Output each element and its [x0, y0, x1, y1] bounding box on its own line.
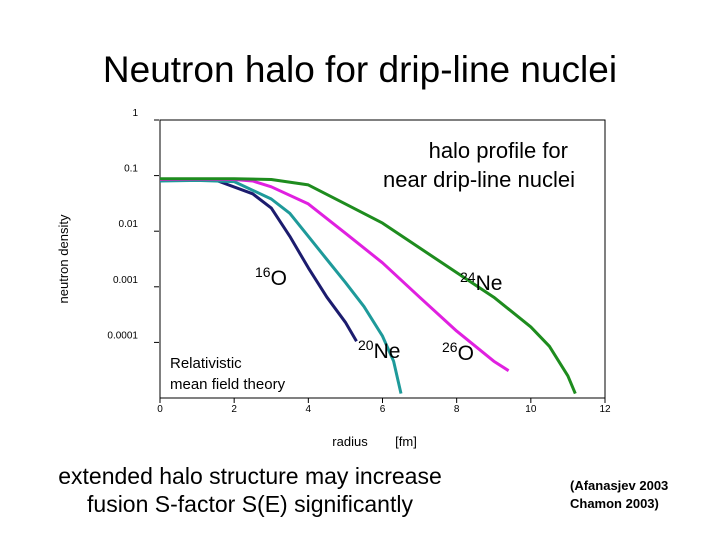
- x-tick-label: 0: [157, 404, 163, 415]
- x-tick-label: 8: [454, 404, 460, 415]
- density-curve: [160, 177, 577, 395]
- x-tick-label: 2: [231, 404, 237, 415]
- isotope-symbol: O: [271, 267, 287, 290]
- density-curve: [159, 178, 403, 394]
- isotope-label: 26O: [442, 339, 474, 365]
- x-tick-label: 10: [525, 404, 537, 415]
- citation: Chamon 2003): [570, 496, 659, 511]
- isotope-mass: 20: [358, 337, 374, 353]
- y-tick-label: 0.0001: [107, 330, 138, 341]
- isotope-label: 20Ne: [358, 337, 400, 363]
- y-tick-label: 0.1: [124, 164, 138, 175]
- annotation: mean field theory: [170, 376, 286, 393]
- footer-line: extended halo structure may increase: [58, 463, 442, 489]
- y-tick-label: 0.001: [113, 275, 138, 286]
- isotope-mass: 26: [442, 339, 458, 355]
- x-tick-label: 12: [599, 404, 611, 415]
- isotope-symbol: O: [458, 342, 474, 365]
- annotation: Relativistic: [170, 355, 242, 372]
- footer-line: fusion S-factor S(E) significantly: [87, 491, 413, 517]
- y-tick-label: 0.01: [119, 219, 139, 230]
- x-tick-label: 6: [380, 404, 386, 415]
- x-axis-label: radius: [332, 434, 368, 449]
- annotation: near drip-line nuclei: [383, 167, 575, 192]
- annotation: halo profile for: [429, 138, 568, 163]
- isotope-label: 16O: [255, 264, 287, 290]
- y-axis-label: neutron density: [56, 214, 71, 303]
- citation: (Afanasjev 2003: [570, 478, 668, 493]
- isotope-mass: 16: [255, 264, 271, 280]
- isotope-mass: 24: [460, 269, 476, 285]
- x-tick-label: 4: [306, 404, 312, 415]
- slide-title: Neutron halo for drip-line nuclei: [103, 49, 617, 90]
- x-axis-unit: [fm]: [395, 434, 417, 449]
- isotope-symbol: Ne: [374, 340, 401, 363]
- isotope-label: 24Ne: [460, 269, 502, 295]
- y-tick-label: 1: [132, 108, 138, 119]
- isotope-symbol: Ne: [476, 272, 503, 295]
